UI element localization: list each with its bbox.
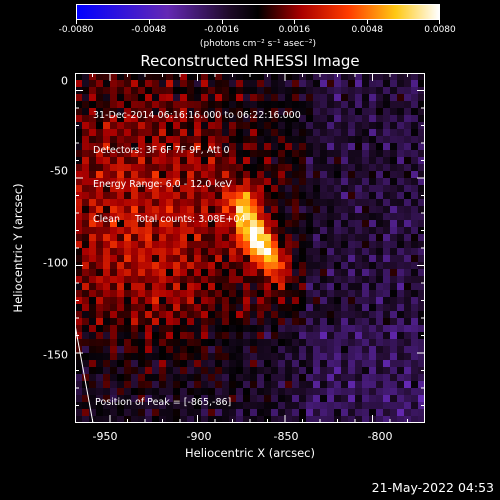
x-axis-label: Heliocentric X (arcsec) xyxy=(185,446,315,460)
info-method-counts: Clean Total counts: 3.08E+04 xyxy=(93,213,246,225)
x-tick-label: -950 xyxy=(92,430,118,443)
x-tick-label: -800 xyxy=(367,430,393,443)
info-energy-range: Energy Range: 6.0 - 12.0 keV xyxy=(93,179,232,190)
peak-position-label: Position of Peak = [-865,-86] xyxy=(95,397,232,408)
info-time-range: 31-Dec-2014 06:16:16.000 to 06:22:16.000 xyxy=(93,110,301,121)
colorbar-tick-label: -0.0016 xyxy=(204,25,239,35)
colorbar-tick xyxy=(222,20,223,24)
colorbar-tick xyxy=(367,20,368,24)
y-tick-label: -100 xyxy=(43,256,68,270)
info-detectors: Detectors: 3F 6F 7F 9F, Att 0 xyxy=(93,144,230,156)
x-tick-label: -850 xyxy=(273,430,299,443)
plot-timestamp: 21-May-2022 04:53 xyxy=(371,480,494,495)
rhessi-image xyxy=(75,73,425,423)
y-tick-label: -50 xyxy=(50,164,68,178)
colorbar-tick-label: 0.0080 xyxy=(424,25,456,35)
image-plot-area xyxy=(75,73,425,423)
y-tick-label: -150 xyxy=(43,348,68,362)
image-info-block: 31-Dec-2014 06:16:16.000 to 06:22:16.000… xyxy=(93,87,301,237)
image-title: Reconstructed RHESSI Image xyxy=(140,52,360,70)
y-tick-label: 0 xyxy=(61,74,68,88)
y-axis-label: Heliocentric Y (arcsec) xyxy=(11,183,25,313)
colorbar-units: (photons cm⁻² s⁻¹ asec⁻²) xyxy=(199,39,317,49)
colorbar-tick-label: 0.0016 xyxy=(278,25,311,35)
colorbar-tick xyxy=(76,20,77,24)
colorbar xyxy=(76,4,440,20)
colorbar-tick xyxy=(439,20,440,24)
solar-limb xyxy=(75,324,94,423)
colorbar-tick-label: -0.0080 xyxy=(58,25,94,35)
colorbar-tick xyxy=(294,20,295,24)
colorbar-tick-label: 0.0048 xyxy=(351,25,383,35)
colorbar-tick-label: -0.0048 xyxy=(131,25,167,35)
image-pixels xyxy=(75,73,425,423)
x-tick-label: -900 xyxy=(186,430,212,443)
colorbar-tick xyxy=(149,20,150,24)
